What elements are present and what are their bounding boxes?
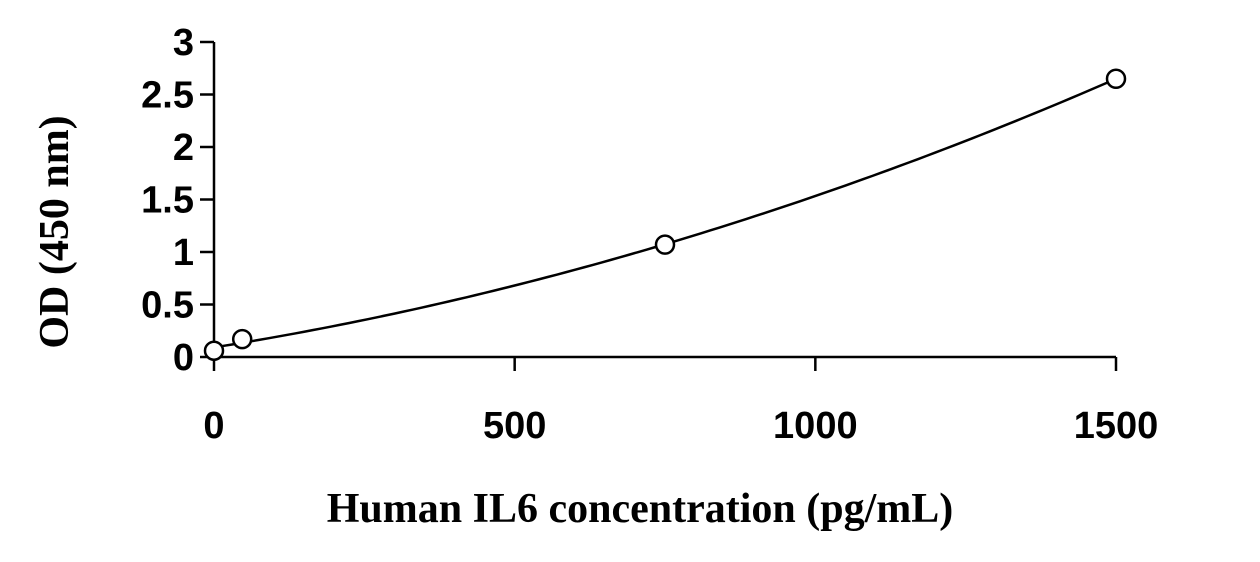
fit-curve — [213, 77, 1117, 349]
x-tick-label: 1500 — [1074, 405, 1159, 447]
x-tick-label: 500 — [483, 405, 546, 447]
axes — [212, 42, 1116, 359]
x-axis-ticks: 0 500 1000 1500 — [203, 357, 1158, 447]
y-tick-label: 2 — [173, 127, 194, 169]
y-tick-label: 2.5 — [141, 75, 194, 117]
y-tick-label: 0.5 — [141, 285, 194, 327]
x-axis-title: Human IL6 concentration (pg/mL) — [327, 486, 954, 532]
y-axis-title: OD (450 nm) — [32, 115, 78, 348]
x-tick-label: 0 — [203, 405, 224, 447]
y-tick-label: 1.5 — [141, 180, 194, 222]
data-points — [203, 68, 1127, 361]
data-point — [231, 328, 253, 350]
data-point — [1105, 68, 1127, 89]
y-tick-label: 1 — [173, 232, 194, 274]
y-axis-ticks: 0 0.5 1 1.5 2 2.5 3 — [141, 22, 214, 379]
y-tick-label: 0 — [173, 337, 194, 379]
y-tick-label: 3 — [173, 22, 194, 64]
x-tick-label: 1000 — [773, 405, 858, 447]
fit-curve-layer — [213, 77, 1117, 349]
data-point — [203, 340, 225, 361]
data-point — [654, 234, 676, 255]
